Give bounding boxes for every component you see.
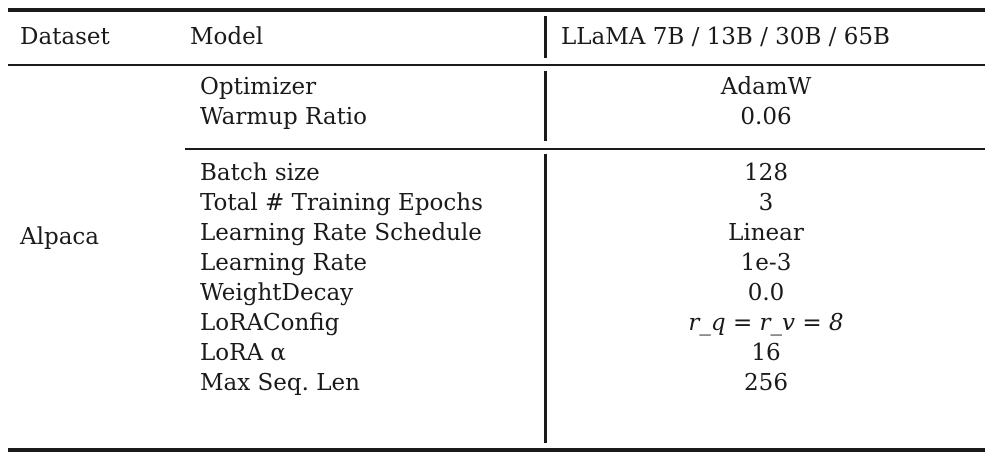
param-batch-size: Batch size [200, 160, 320, 186]
value-weight-decay: 0.0 [747, 280, 785, 306]
header-dataset: Dataset [20, 24, 110, 50]
header-model: Model [190, 24, 264, 50]
group-separator-rule [185, 148, 985, 150]
group2-params: Batch size Total # Training Epochs Learn… [200, 158, 483, 398]
value-warmup-ratio: 0.06 [740, 104, 792, 130]
hyperparameter-table: Dataset Model LLaMA 7B / 13B / 30B / 65B… [8, 8, 985, 452]
group2-values: 128 3 Linear 1e-3 0.0 r_q = r_v = 8 16 2… [547, 158, 985, 398]
param-training-epochs: Total # Training Epochs [200, 190, 483, 216]
value-lora-alpha: 16 [751, 340, 781, 366]
param-max-seq-len: Max Seq. Len [200, 370, 360, 396]
value-batch-size: 128 [744, 160, 788, 186]
group1-params: Optimizer Warmup Ratio [200, 72, 367, 132]
param-lora-config: LoRAConfig [200, 310, 340, 336]
bottom-rule [8, 448, 985, 452]
header-models: LLaMA 7B / 13B / 30B / 65B [561, 24, 890, 50]
top-rule [8, 8, 985, 12]
value-lr-schedule: Linear [728, 220, 804, 246]
param-warmup-ratio: Warmup Ratio [200, 104, 368, 130]
header-vertical-divider [544, 16, 547, 58]
group1-values: AdamW 0.06 [547, 72, 985, 132]
param-learning-rate: Learning Rate [200, 250, 368, 276]
param-lr-schedule: Learning Rate Schedule [200, 220, 482, 246]
value-lora-config: r_q = r_v = 8 [688, 310, 844, 336]
value-optimizer: AdamW [720, 74, 812, 100]
group1-vertical-divider [544, 71, 547, 141]
param-weight-decay: WeightDecay [200, 280, 354, 306]
value-learning-rate: 1e-3 [740, 250, 792, 276]
value-max-seq-len: 256 [744, 370, 788, 396]
param-optimizer: Optimizer [200, 74, 317, 100]
group2-vertical-divider [544, 154, 547, 443]
dataset-name: Alpaca [20, 224, 99, 250]
param-lora-alpha: LoRA α [200, 340, 286, 366]
value-training-epochs: 3 [758, 190, 774, 216]
header-rule [8, 64, 985, 66]
